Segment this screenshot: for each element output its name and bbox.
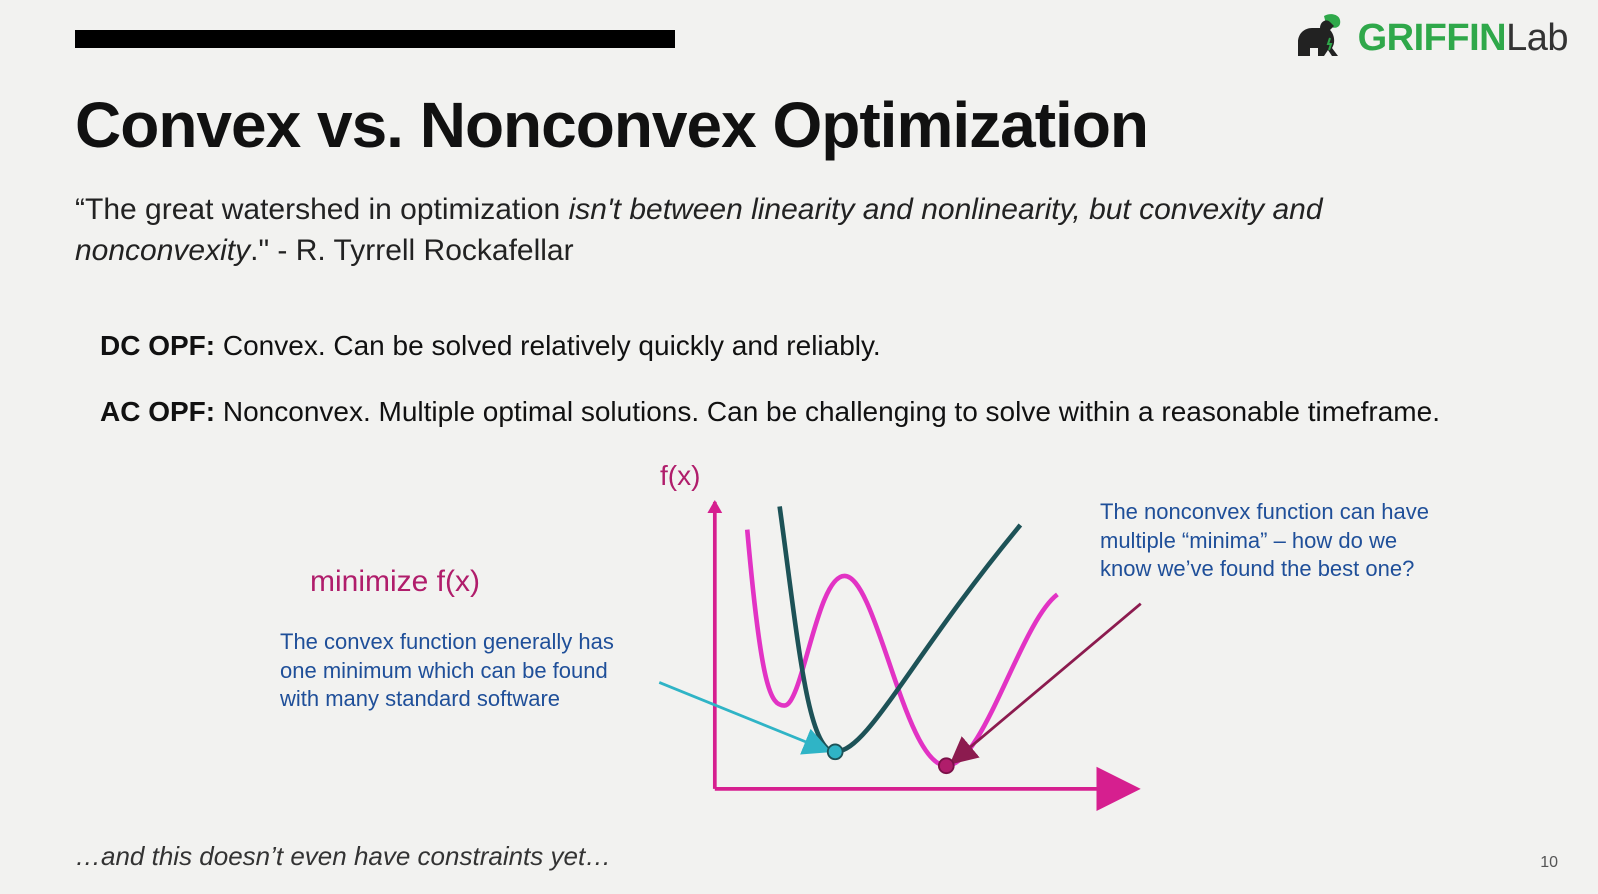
bullet-dc-opf: DC OPF: Convex. Can be solved relatively… [100,328,1538,364]
bullet-text: Nonconvex. Multiple optimal solutions. C… [215,396,1440,427]
brand-text: GRIFFINLab [1358,17,1568,60]
bullet-text: Convex. Can be solved relatively quickly… [215,330,881,361]
optimization-chart [650,460,1150,840]
bullet-ac-opf: AC OPF: Nonconvex. Multiple optimal solu… [100,394,1538,430]
convex-annotation: The convex function generally has one mi… [280,628,640,714]
footer-note: …and this doesn’t even have constraints … [75,841,611,872]
nonconvex-annotation: The nonconvex function can have multiple… [1100,498,1440,584]
nonconvex-curve [747,530,1057,766]
convex-minimum-marker [828,744,843,759]
quote-prefix: “The great watershed in optimization [75,193,569,226]
bullet-list: DC OPF: Convex. Can be solved relatively… [100,328,1538,461]
bullet-label: AC OPF: [100,396,215,427]
brand-logo: GRIFFINLab [1290,12,1568,64]
nonconvex-minimum-marker [939,758,954,773]
quote-block: “The great watershed in optimization isn… [75,190,1478,271]
page-number: 10 [1540,854,1558,872]
griffin-icon [1290,12,1350,64]
brand-text-secondary: Lab [1506,17,1568,59]
quote-suffix: ." - R. Tyrrell Rockafellar [250,234,574,267]
brand-text-primary: GRIFFIN [1358,17,1506,59]
bullet-label: DC OPF: [100,330,215,361]
convex-pointer-arrow [659,682,826,750]
title-accent-bar [75,30,675,48]
page-title: Convex vs. Nonconvex Optimization [75,88,1148,162]
nonconvex-pointer-arrow [954,604,1141,761]
minimize-label: minimize f(x) [310,565,480,599]
y-axis-arrowhead [707,500,722,513]
